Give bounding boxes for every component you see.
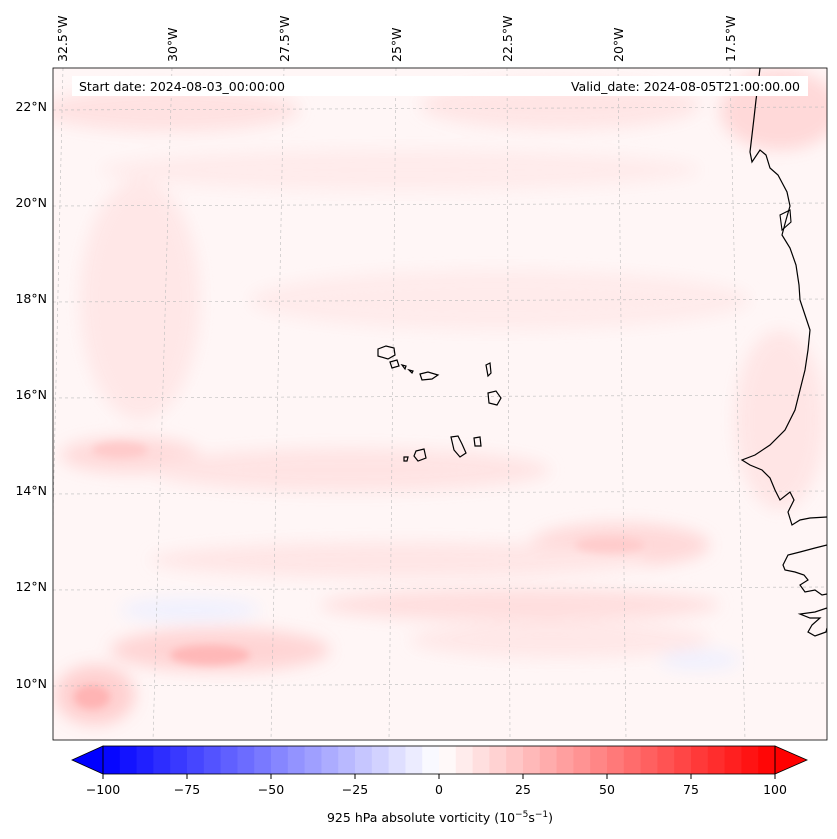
lat-label-20n: 20°N	[15, 195, 47, 210]
lat-label-12n: 12°N	[15, 579, 47, 594]
latitude-labels: 22°N 20°N 18°N 16°N 14°N 12°N 10°N	[15, 99, 47, 691]
colorbar-segment	[489, 746, 507, 774]
colorbar-segment	[203, 746, 222, 774]
lon-label-32-5w: 32.5°W	[55, 16, 70, 62]
colorbar-ticks	[102, 774, 776, 779]
colorbar-segment	[220, 746, 238, 774]
colorbar-tick-label: 100	[763, 782, 787, 797]
colorbar-segment	[170, 746, 188, 774]
gridlines	[53, 68, 827, 740]
colorbar-segment	[338, 746, 356, 774]
lon-label-30w: 30°W	[165, 27, 180, 62]
colorbar-segment	[556, 746, 574, 774]
africa-coastline	[740, 68, 827, 526]
colorbar-segment	[640, 746, 658, 774]
colorbar-segment	[758, 746, 776, 774]
colorbar-segment	[153, 746, 171, 774]
lon-label-20w: 20°W	[611, 27, 626, 62]
colorbar-tick-label: 25	[515, 782, 531, 797]
colorbar-segment	[388, 746, 406, 774]
colorbar-segment	[271, 746, 289, 774]
colorbar-segment	[187, 746, 205, 774]
colorbar-segment	[623, 746, 642, 774]
colorbar-segment	[607, 746, 625, 774]
colorbar-segment	[506, 746, 524, 774]
lon-label-17-5w: 17.5°W	[723, 16, 738, 62]
colorbar-segment	[254, 746, 272, 774]
colorbar-tick-label: −25	[342, 782, 368, 797]
colorbar-segment	[287, 746, 306, 774]
colorbar: −100 −75 −50 −25 0 25 50 75 100 925 hPa …	[71, 745, 808, 825]
lon-label-25w: 25°W	[389, 27, 404, 62]
colorbar-segment	[237, 746, 255, 774]
colorbar-tick-label: −75	[174, 782, 200, 797]
colorbar-tick-label: 0	[435, 782, 443, 797]
colorbar-segment	[422, 746, 440, 774]
colorbar-segment	[691, 746, 709, 774]
colorbar-segment	[741, 746, 759, 774]
colorbar-segment	[119, 746, 138, 774]
colorbar-tick-label: 50	[599, 782, 615, 797]
longitude-labels: 32.5°W 30°W 27.5°W 25°W 22.5°W 20°W 17.5…	[55, 16, 738, 62]
colorbar-segment	[355, 746, 373, 774]
valid-date-label: Valid_date: 2024-08-05T21:00:00.00	[571, 79, 800, 94]
start-date-label: Start date: 2024-08-03_00:00:00	[79, 79, 285, 94]
colorbar-segment	[573, 746, 591, 774]
lat-label-16n: 16°N	[15, 387, 47, 402]
colorbar-segments	[103, 746, 776, 774]
lon-label-22-5w: 22.5°W	[500, 16, 515, 62]
lat-label-14n: 14°N	[15, 483, 47, 498]
colorbar-tick-label: −50	[258, 782, 284, 797]
colorbar-segment	[707, 746, 726, 774]
cape-verde-islands	[377, 345, 502, 462]
colorbar-segment	[523, 746, 541, 774]
colorbar-segment	[539, 746, 558, 774]
colorbar-segment	[472, 746, 490, 774]
colorbar-segment	[304, 746, 322, 774]
map-frame	[52, 67, 828, 741]
colorbar-tick-label: 75	[683, 782, 699, 797]
colorbar-tick-label: −100	[86, 782, 120, 797]
colorbar-label: 925 hPa absolute vorticity (10−5s−1)	[327, 810, 553, 825]
lon-label-27-5w: 27.5°W	[277, 16, 292, 62]
colorbar-segment	[136, 746, 154, 774]
colorbar-extend-min	[71, 745, 104, 775]
colorbar-extend-max	[774, 745, 808, 775]
colorbar-segment	[371, 746, 390, 774]
colorbar-segment	[103, 746, 121, 774]
colorbar-segment	[455, 746, 474, 774]
vorticity-field	[53, 68, 827, 740]
colorbar-segment	[657, 746, 675, 774]
header-band	[72, 76, 808, 96]
lat-label-10n: 10°N	[15, 676, 47, 691]
lat-label-22n: 22°N	[15, 99, 47, 114]
colorbar-segment	[590, 746, 608, 774]
lat-label-18n: 18°N	[15, 291, 47, 306]
colorbar-segment	[405, 746, 423, 774]
colorbar-segment	[439, 746, 457, 774]
colorbar-segment	[674, 746, 692, 774]
colorbar-segment	[724, 746, 742, 774]
colorbar-segment	[321, 746, 339, 774]
